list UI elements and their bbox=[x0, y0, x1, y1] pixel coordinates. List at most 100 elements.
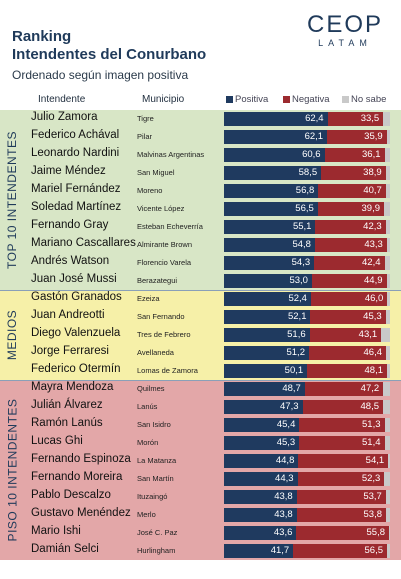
table-row: Jaime Méndez San Miguel 58,5 38,9 bbox=[24, 164, 396, 182]
municipio-name: San Fernando bbox=[137, 312, 185, 321]
chart-subtitle: Ordenado según imagen positiva bbox=[12, 68, 189, 82]
data-label-positiva: 41,7 bbox=[270, 545, 290, 556]
data-label-positiva: 50,1 bbox=[284, 365, 304, 376]
bar-segment-nosabe bbox=[385, 310, 390, 324]
municipio-name: Tres de Febrero bbox=[137, 330, 191, 339]
bar-segment-nosabe bbox=[388, 454, 390, 468]
legend-negativa: Negativa bbox=[283, 94, 330, 105]
intendente-name: Jaime Méndez bbox=[31, 165, 106, 177]
stacked-bar: 45,4 51,3 bbox=[224, 418, 390, 432]
bar-segment-negativa: 42,3 bbox=[315, 220, 386, 234]
stacked-bar: 58,5 38,9 bbox=[224, 166, 390, 180]
data-label-negativa: 33,5 bbox=[360, 113, 380, 124]
bar-segment-negativa: 46,0 bbox=[310, 292, 388, 306]
stacked-bar: 43,8 53,8 bbox=[224, 508, 390, 522]
intendente-name: Gustavo Menéndez bbox=[31, 507, 131, 519]
municipio-name: Malvinas Argentinas bbox=[137, 150, 205, 159]
bar-segment-negativa: 42,4 bbox=[314, 256, 385, 270]
group-label: TOP 10 INTENDENTES bbox=[0, 110, 24, 290]
bar-segment-nosabe bbox=[386, 274, 390, 288]
municipio-name: Merlo bbox=[137, 510, 156, 519]
table-header: Intendente Municipio Positiva Negativa N… bbox=[0, 92, 401, 108]
bar-segment-nosabe bbox=[384, 418, 390, 432]
bar-segment-positiva: 54,3 bbox=[224, 256, 315, 270]
bar-segment-positiva: 56,8 bbox=[224, 184, 319, 198]
table-row: Diego Valenzuela Tres de Febrero 51,6 43,1 bbox=[24, 326, 396, 344]
intendente-name: Damián Selci bbox=[31, 543, 99, 555]
stacked-bar: 56,8 40,7 bbox=[224, 184, 390, 198]
table-row: Fernando Gray Esteban Echeverría 55,1 42,3 bbox=[24, 218, 396, 236]
data-label-negativa: 53,8 bbox=[363, 509, 383, 520]
bar-segment-negativa: 48,1 bbox=[307, 364, 387, 378]
data-label-positiva: 52,4 bbox=[288, 293, 307, 304]
stacked-bar: 52,1 45,3 bbox=[224, 310, 390, 324]
bar-segment-nosabe bbox=[385, 490, 390, 504]
bar-segment-nosabe bbox=[385, 220, 390, 234]
data-label-negativa: 39,9 bbox=[361, 203, 381, 214]
municipio-name: San Isidro bbox=[137, 420, 171, 429]
data-label-negativa: 43,3 bbox=[364, 239, 383, 250]
stacked-bar: 62,4 33,5 bbox=[224, 112, 390, 126]
data-label-positiva: 43,6 bbox=[273, 527, 293, 538]
intendente-name: Pablo Descalzo bbox=[31, 489, 111, 501]
bar-segment-negativa: 39,9 bbox=[317, 202, 384, 216]
table-row: Soledad Martínez Vicente López 56,5 39,9 bbox=[24, 200, 396, 218]
municipio-name: Hurlingham bbox=[137, 546, 176, 555]
bar-segment-positiva: 45,3 bbox=[224, 436, 300, 450]
data-label-positiva: 53,0 bbox=[289, 275, 308, 286]
bar-segment-negativa: 54,1 bbox=[298, 454, 389, 468]
intendente-name: Juan Andreotti bbox=[31, 309, 105, 321]
group-label-text: TOP 10 INTENDENTES bbox=[5, 131, 19, 269]
stacked-bar: 48,7 47,2 bbox=[224, 382, 390, 396]
stacked-bar: 44,8 54,1 bbox=[224, 454, 390, 468]
stacked-bar: 54,3 42,4 bbox=[224, 256, 390, 270]
data-label-negativa: 47,2 bbox=[360, 383, 380, 394]
bar-segment-positiva: 41,7 bbox=[224, 544, 294, 558]
column-header-municipio: Municipio bbox=[142, 94, 185, 105]
bar-segment-positiva: 45,4 bbox=[224, 418, 300, 432]
logo-main-text: CEOP bbox=[306, 11, 383, 38]
data-label-negativa: 52,3 bbox=[361, 473, 381, 484]
table-row: Juan Andreotti San Fernando 52,1 45,3 bbox=[24, 308, 396, 326]
table-row: Jorge Ferraresi Avellaneda 51,2 46,4 bbox=[24, 344, 396, 362]
stacked-bar: 43,8 53,7 bbox=[224, 490, 390, 504]
data-label-positiva: 47,3 bbox=[280, 401, 299, 412]
table-row: Mariano Cascallares Almirante Brown 54,8 43… bbox=[24, 236, 396, 254]
municipio-name: Florencio Varela bbox=[137, 258, 192, 267]
bar-segment-nosabe bbox=[383, 382, 390, 396]
table-row: Julio Zamora Tigre 62,4 33,5 bbox=[24, 110, 396, 128]
data-label-negativa: 56,5 bbox=[364, 545, 384, 556]
data-label-positiva: 54,8 bbox=[292, 239, 311, 250]
stacked-bar: 51,2 46,4 bbox=[224, 346, 390, 360]
bar-segment-nosabe bbox=[386, 346, 390, 360]
data-label-negativa: 36,1 bbox=[362, 149, 381, 160]
municipio-name: Lomas de Zamora bbox=[137, 366, 198, 375]
municipio-name: San Miguel bbox=[137, 168, 175, 177]
data-label-positiva: 54,3 bbox=[291, 257, 311, 268]
stacked-bar: 51,6 43,1 bbox=[224, 328, 390, 342]
bar-segment-positiva: 52,4 bbox=[224, 292, 311, 306]
stacked-bar: 45,3 51,4 bbox=[224, 436, 390, 450]
table-row: Ramón Lanús San Isidro 45,4 51,3 bbox=[24, 416, 396, 434]
stacked-bar: 55,1 42,3 bbox=[224, 220, 390, 234]
intendente-name: Julián Álvarez bbox=[31, 399, 103, 411]
bar-segment-negativa: 48,5 bbox=[302, 400, 384, 414]
data-label-positiva: 51,2 bbox=[286, 347, 305, 358]
stacked-bar: 56,5 39,9 bbox=[224, 202, 390, 216]
table-row: Federico Otermín Lomas de Zamora 50,1 48,1 bbox=[24, 362, 396, 380]
data-label-negativa: 40,7 bbox=[363, 185, 382, 196]
stacked-bar: 50,1 48,1 bbox=[224, 364, 390, 378]
stacked-bar: 62,1 35,9 bbox=[224, 130, 390, 144]
intendente-name: Leonardo Nardini bbox=[31, 147, 120, 159]
intendente-name: Diego Valenzuela bbox=[31, 327, 121, 339]
data-label-negativa: 51,4 bbox=[362, 437, 381, 448]
bar-segment-nosabe bbox=[384, 256, 390, 270]
legend-label-negativa: Negativa bbox=[292, 94, 330, 105]
intendente-name: Gastón Granados bbox=[31, 291, 122, 303]
bar-segment-nosabe bbox=[386, 238, 390, 252]
legend-swatch-nosabe bbox=[342, 96, 349, 103]
intendente-name: Jorge Ferraresi bbox=[31, 345, 109, 357]
intendente-name: Fernando Moreira bbox=[31, 471, 123, 483]
data-label-positiva: 56,8 bbox=[295, 185, 315, 196]
stacked-bar: 47,3 48,5 bbox=[224, 400, 390, 414]
